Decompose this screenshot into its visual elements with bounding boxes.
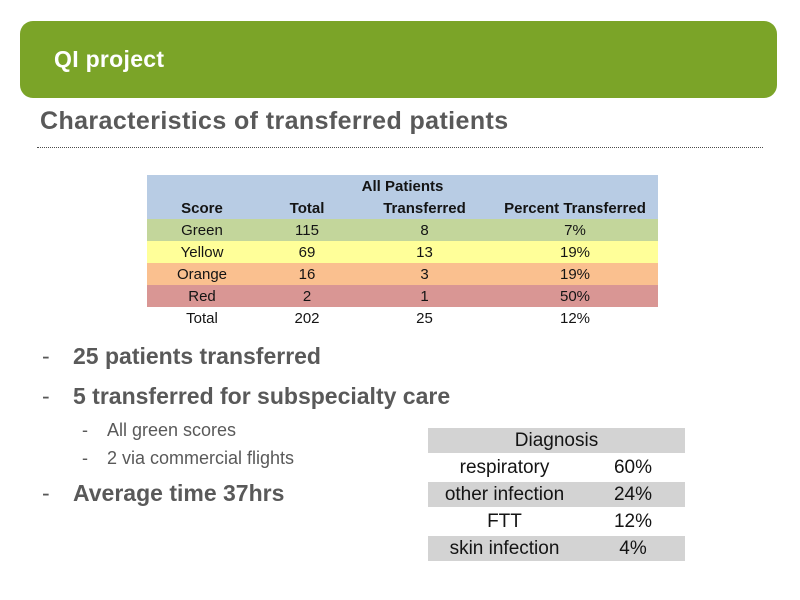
- sub-bullet-commercial-flights: - 2 via commercial flights: [82, 449, 294, 468]
- col-header-percent-transferred: Percent Transferred: [504, 199, 646, 217]
- bullet-average-time: - Average time 37hrs: [42, 481, 284, 505]
- cell-score: Total: [186, 309, 218, 327]
- table-row-yellow: Yellow 69 13 19%: [147, 241, 658, 263]
- cell-transferred: 3: [420, 265, 429, 283]
- diagnosis-row-skin-infection: skin infection 4%: [428, 535, 685, 563]
- bullet-text: Average time 37hrs: [73, 480, 285, 506]
- cell-transferred: 8: [420, 221, 429, 239]
- table-row-orange: Orange 16 3 19%: [147, 263, 658, 285]
- cell-total: 2: [302, 287, 312, 305]
- cell-percent: 50%: [559, 287, 591, 305]
- bullet-text: All green scores: [107, 420, 237, 440]
- cell-total: 115: [295, 221, 319, 239]
- bullet-dash: -: [42, 383, 50, 409]
- cell-score: Yellow: [180, 243, 224, 261]
- cell-total: 202: [294, 309, 320, 327]
- sub-bullet-all-green-scores: - All green scores: [82, 421, 236, 440]
- score-table: All Patients Score Total Transferred Per…: [147, 175, 658, 329]
- cell-percent: 7%: [564, 221, 586, 239]
- bullet-dash: -: [82, 420, 88, 440]
- table-row-green: Green 115 8 7%: [147, 219, 658, 241]
- cell-total: 16: [298, 265, 316, 283]
- diagnosis-label: skin infection: [428, 535, 581, 563]
- col-header-score: Score: [181, 199, 223, 217]
- bullet-subspecialty-care: - 5 transferred for subspecialty care: [42, 384, 450, 408]
- bullet-text: 25 patients transferred: [73, 343, 321, 369]
- diagnosis-label: respiratory: [428, 454, 581, 482]
- score-table-merged-header: All Patients: [361, 177, 444, 195]
- cell-score: Green: [181, 221, 223, 239]
- cell-score: Orange: [176, 265, 228, 283]
- score-table-merged-header-row: All Patients: [147, 175, 658, 197]
- bullet-text: 2 via commercial flights: [107, 448, 295, 468]
- diagnosis-value: 24%: [581, 481, 685, 509]
- cell-total: 69: [298, 243, 316, 261]
- bullet-text: 5 transferred for subspecialty care: [73, 383, 451, 409]
- table-row-red: Red 2 1 50%: [147, 285, 658, 307]
- cell-transferred: 25: [416, 309, 433, 327]
- score-table-column-header-row: Score Total Transferred Percent Transfer…: [147, 197, 658, 219]
- diagnosis-value: 4%: [581, 535, 685, 563]
- bullet-dash: -: [42, 480, 50, 506]
- bullet-patients-transferred: - 25 patients transferred: [42, 344, 321, 368]
- cell-percent: 19%: [559, 265, 591, 283]
- bullet-dash: -: [42, 343, 50, 369]
- diagnosis-row-other-infection: other infection 24%: [428, 481, 685, 509]
- cell-percent: 19%: [559, 243, 591, 261]
- cell-transferred: 1: [420, 287, 429, 305]
- diagnosis-row-ftt: FTT 12%: [428, 508, 685, 536]
- diagnosis-header-row: Diagnosis: [428, 428, 685, 455]
- cell-score: Red: [188, 287, 216, 305]
- diagnosis-table: Diagnosis respiratory 60% other infectio…: [428, 428, 685, 563]
- table-row-total: Total 202 25 12%: [147, 307, 658, 329]
- col-header-total: Total: [289, 199, 325, 217]
- diagnosis-row-respiratory: respiratory 60%: [428, 454, 685, 482]
- cell-transferred: 13: [416, 243, 433, 261]
- banner-title: QI project: [54, 46, 165, 72]
- cell-percent: 12%: [559, 309, 591, 327]
- diagnosis-value: 60%: [581, 454, 685, 482]
- diagnosis-value: 12%: [581, 508, 685, 536]
- heading-divider: [37, 147, 763, 148]
- diagnosis-label: FTT: [428, 508, 581, 536]
- diagnosis-label: other infection: [428, 481, 581, 509]
- title-banner: QI project: [20, 21, 777, 98]
- slide-heading: Characteristics of transferred patients: [40, 107, 509, 135]
- diagnosis-table-title: Diagnosis: [428, 428, 685, 455]
- col-header-transferred: Transferred: [383, 199, 466, 217]
- bullet-dash: -: [82, 448, 88, 468]
